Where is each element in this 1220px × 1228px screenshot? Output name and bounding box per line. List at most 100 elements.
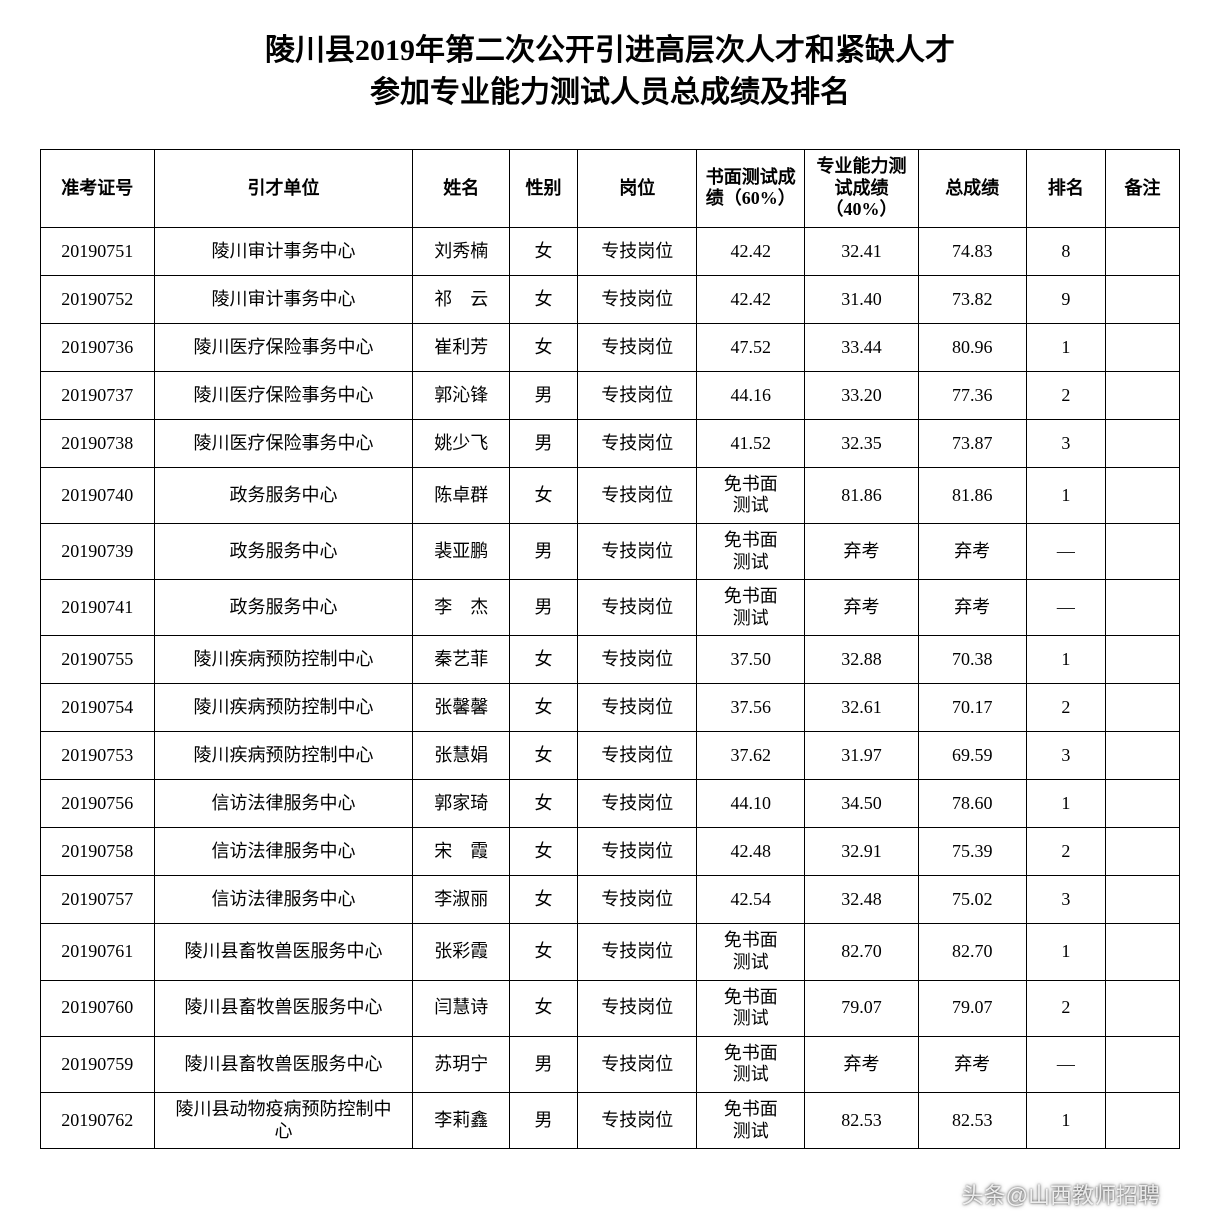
header-total: 总成绩 (918, 150, 1026, 228)
cell-name: 张慧娟 (413, 732, 510, 780)
cell-name: 裴亚鹏 (413, 523, 510, 579)
cell-unit: 陵川审计事务中心 (154, 275, 413, 323)
cell-score2: 32.91 (805, 828, 919, 876)
cell-remark (1106, 580, 1180, 636)
cell-total: 77.36 (918, 371, 1026, 419)
cell-gender: 女 (509, 323, 577, 371)
cell-unit: 信访法律服务中心 (154, 780, 413, 828)
table-row: 20190759陵川县畜牧兽医服务中心苏玥宁男专技岗位免书面测试弃考弃考— (41, 1036, 1180, 1092)
cell-unit: 陵川县畜牧兽医服务中心 (154, 1036, 413, 1092)
cell-score1: 免书面测试 (697, 580, 805, 636)
table-header-row: 准考证号 引才单位 姓名 性别 岗位 书面测试成绩（60%） 专业能力测试成绩（… (41, 150, 1180, 228)
cell-remark (1106, 275, 1180, 323)
cell-gender: 女 (509, 227, 577, 275)
cell-id: 20190757 (41, 876, 155, 924)
header-name: 姓名 (413, 150, 510, 228)
cell-score2: 弃考 (805, 523, 919, 579)
cell-total: 74.83 (918, 227, 1026, 275)
header-rank: 排名 (1026, 150, 1105, 228)
cell-gender: 男 (509, 580, 577, 636)
cell-post: 专技岗位 (578, 828, 697, 876)
cell-score2: 31.40 (805, 275, 919, 323)
cell-name: 郭沁锋 (413, 371, 510, 419)
cell-total: 73.82 (918, 275, 1026, 323)
cell-post: 专技岗位 (578, 1092, 697, 1148)
cell-remark (1106, 636, 1180, 684)
cell-id: 20190761 (41, 924, 155, 980)
cell-post: 专技岗位 (578, 371, 697, 419)
cell-unit: 陵川县畜牧兽医服务中心 (154, 980, 413, 1036)
cell-total: 79.07 (918, 980, 1026, 1036)
cell-score2: 32.41 (805, 227, 919, 275)
cell-score1: 免书面测试 (697, 1036, 805, 1092)
cell-score1: 42.48 (697, 828, 805, 876)
cell-rank: — (1026, 580, 1105, 636)
cell-score2: 82.70 (805, 924, 919, 980)
cell-remark (1106, 780, 1180, 828)
table-row: 20190752陵川审计事务中心祁 云女专技岗位42.4231.4073.829 (41, 275, 1180, 323)
cell-rank: 2 (1026, 684, 1105, 732)
header-gender: 性别 (509, 150, 577, 228)
cell-gender: 男 (509, 419, 577, 467)
cell-name: 郭家琦 (413, 780, 510, 828)
cell-rank: — (1026, 1036, 1105, 1092)
cell-gender: 女 (509, 924, 577, 980)
cell-score2: 32.48 (805, 876, 919, 924)
cell-post: 专技岗位 (578, 980, 697, 1036)
table-row: 20190754陵川疾病预防控制中心张馨馨女专技岗位37.5632.6170.1… (41, 684, 1180, 732)
cell-gender: 男 (509, 1092, 577, 1148)
cell-total: 弃考 (918, 580, 1026, 636)
table-row: 20190736陵川医疗保险事务中心崔利芳女专技岗位47.5233.4480.9… (41, 323, 1180, 371)
cell-post: 专技岗位 (578, 523, 697, 579)
cell-id: 20190755 (41, 636, 155, 684)
cell-remark (1106, 924, 1180, 980)
table-row: 20190756信访法律服务中心郭家琦女专技岗位44.1034.5078.601 (41, 780, 1180, 828)
cell-post: 专技岗位 (578, 1036, 697, 1092)
cell-id: 20190754 (41, 684, 155, 732)
cell-gender: 女 (509, 684, 577, 732)
cell-score1: 42.54 (697, 876, 805, 924)
cell-rank: 1 (1026, 780, 1105, 828)
cell-total: 69.59 (918, 732, 1026, 780)
cell-remark (1106, 1092, 1180, 1148)
cell-remark (1106, 227, 1180, 275)
cell-total: 75.02 (918, 876, 1026, 924)
cell-gender: 女 (509, 828, 577, 876)
cell-unit: 政务服务中心 (154, 580, 413, 636)
cell-score1: 41.52 (697, 419, 805, 467)
cell-post: 专技岗位 (578, 227, 697, 275)
cell-post: 专技岗位 (578, 275, 697, 323)
header-score1: 书面测试成绩（60%） (697, 150, 805, 228)
cell-score1: 44.10 (697, 780, 805, 828)
cell-unit: 陵川县畜牧兽医服务中心 (154, 924, 413, 980)
table-row: 20190755陵川疾病预防控制中心秦艺菲女专技岗位37.5032.8870.3… (41, 636, 1180, 684)
cell-name: 崔利芳 (413, 323, 510, 371)
cell-post: 专技岗位 (578, 419, 697, 467)
cell-score1: 免书面测试 (697, 467, 805, 523)
cell-score1: 37.56 (697, 684, 805, 732)
header-unit: 引才单位 (154, 150, 413, 228)
cell-unit: 陵川疾病预防控制中心 (154, 636, 413, 684)
header-score2: 专业能力测试成绩（40%） (805, 150, 919, 228)
cell-rank: 2 (1026, 828, 1105, 876)
cell-rank: — (1026, 523, 1105, 579)
cell-total: 70.38 (918, 636, 1026, 684)
cell-remark (1106, 828, 1180, 876)
table-row: 20190737陵川医疗保险事务中心郭沁锋男专技岗位44.1633.2077.3… (41, 371, 1180, 419)
cell-score1: 47.52 (697, 323, 805, 371)
cell-remark (1106, 523, 1180, 579)
cell-gender: 女 (509, 876, 577, 924)
cell-unit: 信访法律服务中心 (154, 876, 413, 924)
cell-id: 20190739 (41, 523, 155, 579)
cell-unit: 政务服务中心 (154, 523, 413, 579)
cell-score2: 34.50 (805, 780, 919, 828)
cell-rank: 2 (1026, 980, 1105, 1036)
cell-unit: 陵川审计事务中心 (154, 227, 413, 275)
cell-gender: 女 (509, 275, 577, 323)
cell-rank: 3 (1026, 732, 1105, 780)
cell-rank: 2 (1026, 371, 1105, 419)
cell-remark (1106, 323, 1180, 371)
table-row: 20190738陵川医疗保险事务中心姚少飞男专技岗位41.5232.3573.8… (41, 419, 1180, 467)
cell-total: 弃考 (918, 1036, 1026, 1092)
cell-rank: 8 (1026, 227, 1105, 275)
